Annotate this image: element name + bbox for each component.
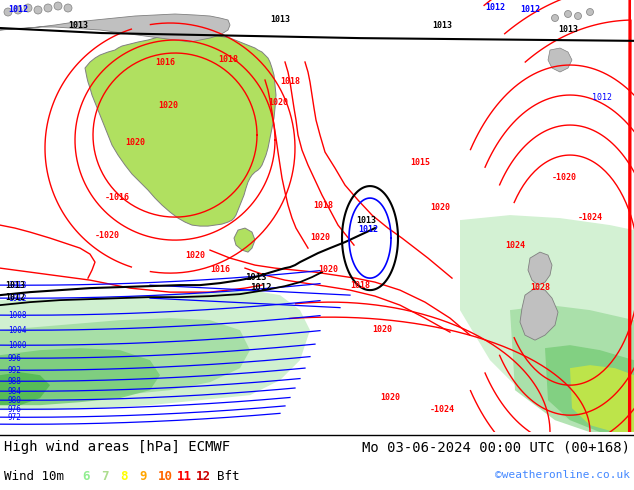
Polygon shape	[570, 365, 634, 432]
Text: 9: 9	[139, 470, 146, 483]
Polygon shape	[520, 288, 558, 340]
Text: 1013: 1013	[8, 281, 27, 290]
Text: 1012: 1012	[520, 5, 540, 14]
Text: 1018: 1018	[313, 201, 333, 210]
Text: 1020: 1020	[185, 251, 205, 260]
Polygon shape	[0, 290, 310, 410]
Text: 12: 12	[196, 470, 211, 483]
Polygon shape	[0, 372, 50, 405]
Polygon shape	[0, 14, 230, 42]
Text: -1020: -1020	[95, 231, 120, 240]
Text: 1028: 1028	[530, 283, 550, 292]
Text: 1012: 1012	[485, 3, 505, 12]
Text: 1012: 1012	[8, 5, 28, 14]
Text: 1024: 1024	[505, 241, 525, 250]
Polygon shape	[528, 252, 552, 285]
Text: High wind areas [hPa] ECMWF: High wind areas [hPa] ECMWF	[4, 440, 230, 454]
Text: ©weatheronline.co.uk: ©weatheronline.co.uk	[495, 470, 630, 480]
Circle shape	[34, 6, 42, 14]
Text: 1016: 1016	[155, 58, 175, 67]
Text: 1020: 1020	[125, 138, 145, 147]
Text: Mo 03-06-2024 00:00 UTC (00+168): Mo 03-06-2024 00:00 UTC (00+168)	[362, 440, 630, 454]
Text: 984: 984	[8, 387, 22, 395]
Circle shape	[552, 15, 559, 22]
Text: 1020: 1020	[318, 265, 338, 274]
Text: 1013: 1013	[68, 21, 88, 30]
Polygon shape	[85, 33, 276, 226]
Text: 1013: 1013	[5, 281, 25, 290]
Text: Bft: Bft	[217, 470, 240, 483]
Text: 11: 11	[177, 470, 192, 483]
Text: 972: 972	[8, 413, 22, 422]
Text: 1018: 1018	[218, 55, 238, 64]
Text: 1016: 1016	[210, 265, 230, 274]
Text: -1016: -1016	[105, 193, 130, 202]
Text: 7: 7	[101, 470, 108, 483]
Circle shape	[64, 4, 72, 12]
Text: 1012: 1012	[8, 294, 27, 303]
Text: 10: 10	[158, 470, 173, 483]
Text: 1004: 1004	[8, 326, 27, 335]
Circle shape	[4, 8, 12, 16]
Text: 1013: 1013	[270, 15, 290, 24]
Text: 996: 996	[8, 354, 22, 363]
Polygon shape	[0, 348, 160, 405]
Polygon shape	[545, 345, 634, 432]
Text: -1020: -1020	[552, 173, 577, 182]
Text: 1018: 1018	[350, 281, 370, 290]
Text: 1020: 1020	[158, 101, 178, 110]
Circle shape	[574, 13, 581, 20]
Text: 1008: 1008	[8, 311, 27, 319]
Text: 1018: 1018	[280, 77, 300, 86]
Text: 1012: 1012	[5, 293, 25, 302]
Text: 980: 980	[8, 395, 22, 405]
Text: 992: 992	[8, 366, 22, 375]
Text: 1013: 1013	[245, 273, 266, 282]
Text: 1012: 1012	[358, 225, 378, 234]
Text: 1020: 1020	[310, 233, 330, 242]
Text: -1024: -1024	[578, 213, 603, 222]
Text: 1013: 1013	[356, 216, 376, 225]
Text: 1013: 1013	[558, 25, 578, 34]
Text: 1020: 1020	[372, 325, 392, 334]
Circle shape	[24, 4, 32, 12]
Polygon shape	[510, 305, 634, 432]
Text: 988: 988	[8, 377, 22, 386]
Circle shape	[564, 10, 571, 18]
Circle shape	[54, 2, 62, 10]
Text: 1000: 1000	[8, 341, 27, 350]
Text: 1020: 1020	[268, 98, 288, 107]
Polygon shape	[0, 318, 250, 398]
Polygon shape	[460, 215, 634, 432]
Polygon shape	[234, 228, 255, 252]
Text: 1015: 1015	[410, 158, 430, 167]
Text: 6: 6	[82, 470, 89, 483]
Text: 8: 8	[120, 470, 127, 483]
Circle shape	[14, 6, 22, 14]
Text: 1020: 1020	[380, 393, 400, 402]
Text: 976: 976	[8, 405, 22, 414]
Circle shape	[44, 4, 52, 12]
Circle shape	[586, 8, 593, 16]
Text: 1012: 1012	[592, 93, 612, 102]
Text: -1024: -1024	[430, 405, 455, 414]
Text: 1012: 1012	[250, 283, 271, 292]
Polygon shape	[548, 48, 572, 72]
Text: 1013: 1013	[432, 21, 452, 30]
Text: 1020: 1020	[430, 203, 450, 212]
Text: Wind 10m: Wind 10m	[4, 470, 64, 483]
